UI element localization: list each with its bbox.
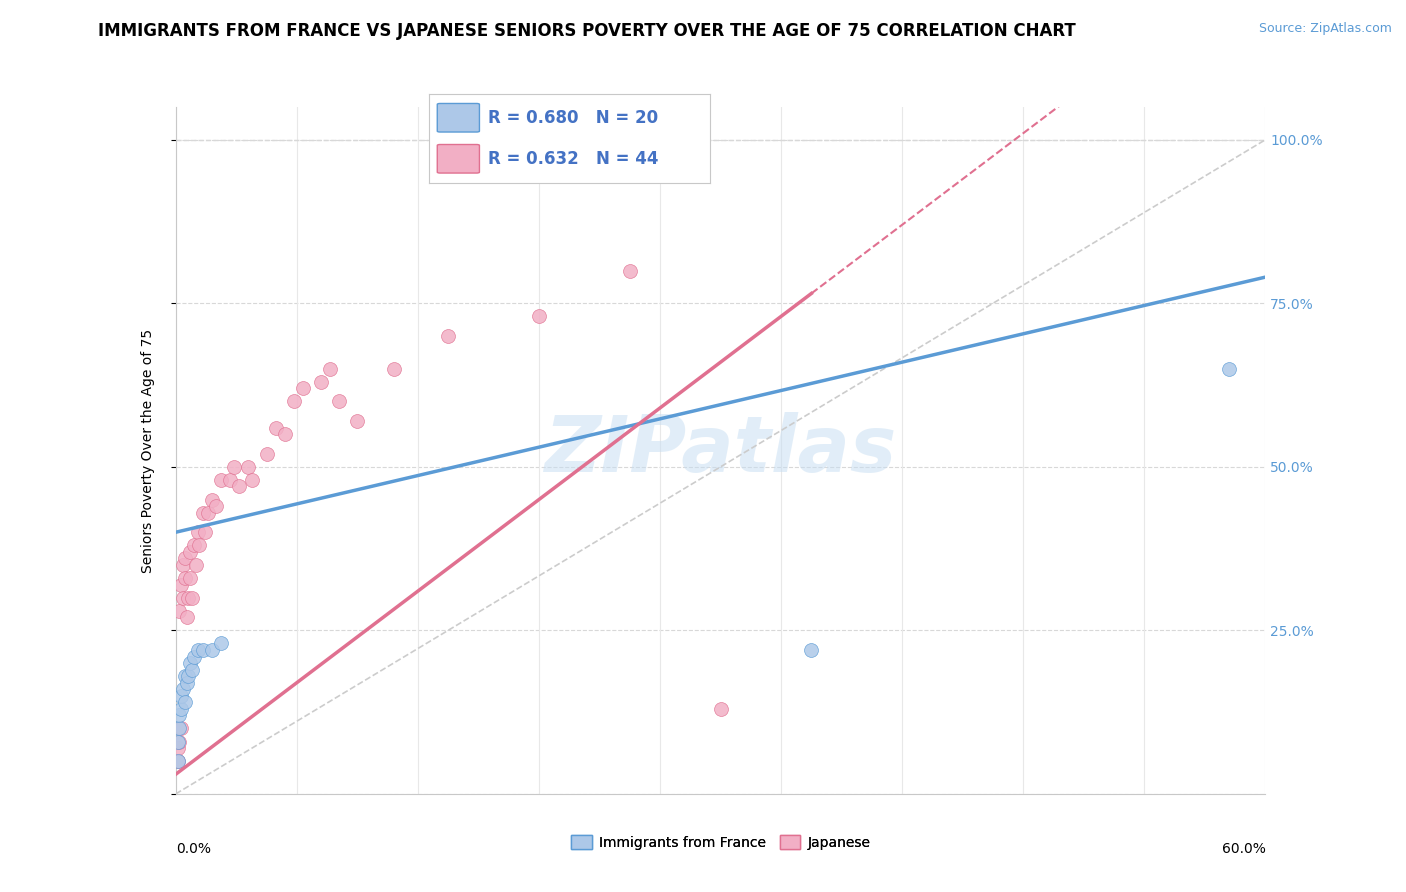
Point <box>177 669 200 683</box>
Text: R = 0.680   N = 20: R = 0.680 N = 20 <box>488 109 658 127</box>
Point <box>183 649 205 664</box>
Point <box>179 545 201 559</box>
Point <box>181 591 204 605</box>
Point <box>172 682 194 697</box>
Point <box>228 479 250 493</box>
Point <box>173 669 195 683</box>
Point <box>256 447 278 461</box>
Point <box>201 643 224 657</box>
Point <box>219 473 242 487</box>
Legend: Immigrants from France, Japanese: Immigrants from France, Japanese <box>565 830 876 855</box>
Text: 60.0%: 60.0% <box>1222 842 1265 856</box>
Point <box>209 636 232 650</box>
Text: IMMIGRANTS FROM FRANCE VS JAPANESE SENIORS POVERTY OVER THE AGE OF 75 CORRELATIO: IMMIGRANTS FROM FRANCE VS JAPANESE SENIO… <box>98 22 1076 40</box>
Point <box>169 722 191 736</box>
Point <box>240 473 263 487</box>
Point <box>166 754 188 768</box>
Point <box>191 506 214 520</box>
Point <box>169 708 191 723</box>
Point <box>264 420 287 434</box>
Point <box>328 394 350 409</box>
Point <box>170 702 193 716</box>
Point <box>181 663 204 677</box>
Point <box>169 604 191 618</box>
Point <box>172 558 194 572</box>
Point <box>194 525 217 540</box>
FancyBboxPatch shape <box>437 145 479 173</box>
Point <box>619 263 641 277</box>
Point <box>201 492 224 507</box>
Point <box>176 610 198 624</box>
Point <box>173 695 195 709</box>
Point <box>183 538 205 552</box>
Point <box>191 643 214 657</box>
Point <box>170 722 193 736</box>
Point <box>309 375 332 389</box>
Point <box>346 414 368 428</box>
Point <box>274 427 297 442</box>
Point <box>169 734 191 748</box>
Point <box>382 361 405 376</box>
Point <box>527 310 550 324</box>
Point <box>173 571 195 585</box>
Point <box>166 734 188 748</box>
Text: ZIPatlas: ZIPatlas <box>544 412 897 489</box>
Text: R = 0.632   N = 44: R = 0.632 N = 44 <box>488 150 658 168</box>
Point <box>188 538 211 552</box>
Point <box>710 702 733 716</box>
Point <box>179 571 201 585</box>
Point <box>238 459 260 474</box>
Point <box>170 689 193 703</box>
Point <box>800 643 823 657</box>
Point <box>283 394 305 409</box>
Point <box>170 577 193 591</box>
Point <box>173 551 195 566</box>
Point <box>176 675 198 690</box>
Point <box>291 381 314 395</box>
Point <box>184 558 207 572</box>
Point <box>1218 361 1240 376</box>
Point <box>209 473 232 487</box>
Point <box>177 591 200 605</box>
Point <box>186 525 209 540</box>
Point <box>179 656 201 670</box>
Point <box>172 591 194 605</box>
Point <box>166 754 188 768</box>
Point <box>204 499 226 513</box>
Point <box>166 741 188 756</box>
Y-axis label: Seniors Poverty Over the Age of 75: Seniors Poverty Over the Age of 75 <box>141 328 155 573</box>
FancyBboxPatch shape <box>437 103 479 132</box>
Point <box>197 506 219 520</box>
Point <box>319 361 342 376</box>
Point <box>222 459 245 474</box>
Text: 0.0%: 0.0% <box>176 842 211 856</box>
Point <box>186 643 209 657</box>
Point <box>437 329 460 343</box>
Text: Source: ZipAtlas.com: Source: ZipAtlas.com <box>1258 22 1392 36</box>
